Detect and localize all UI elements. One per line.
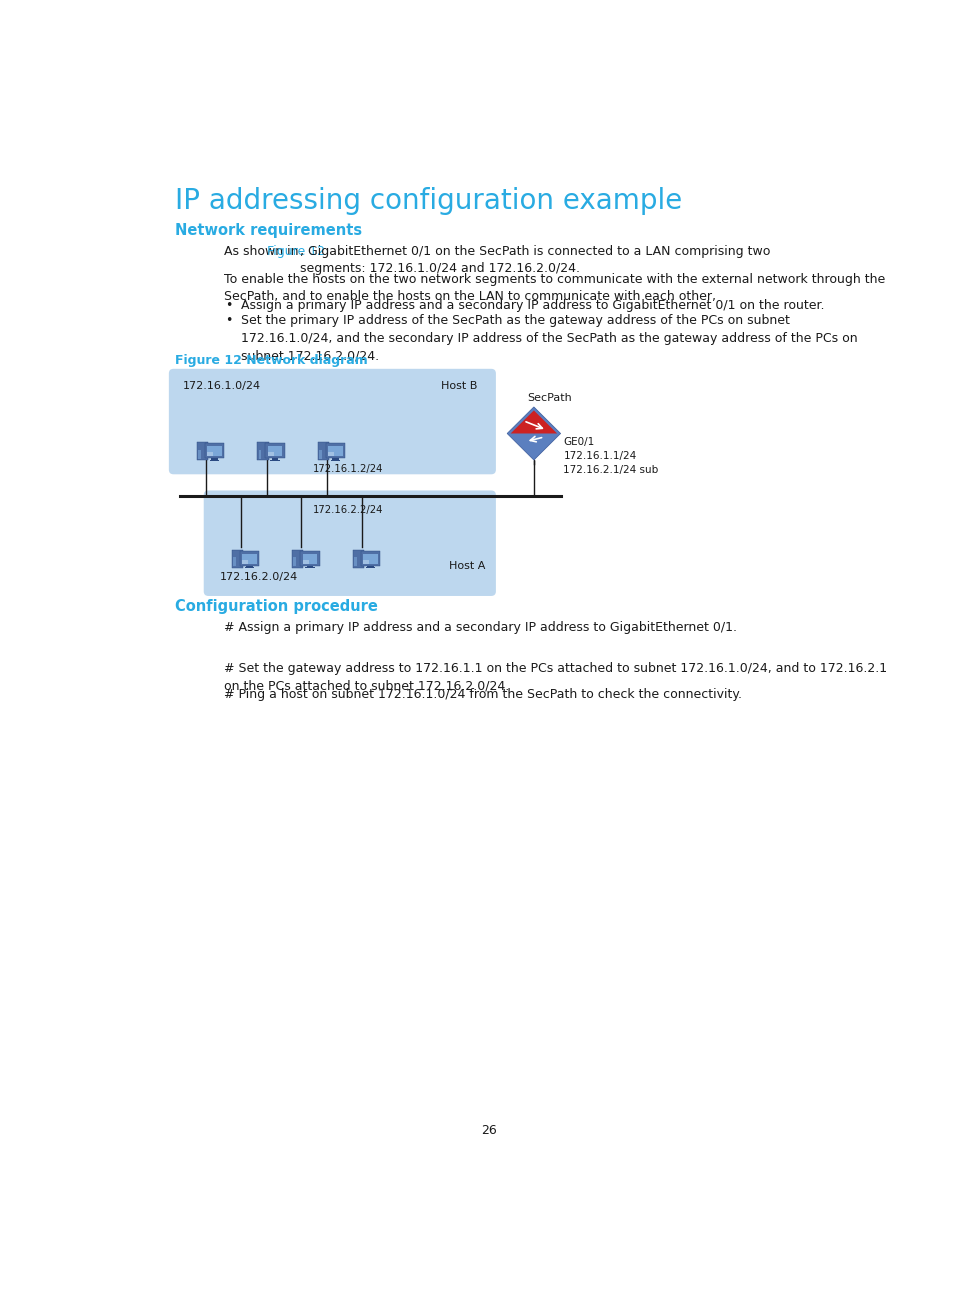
Text: Figure 12: Figure 12 [267,245,325,258]
FancyBboxPatch shape [239,551,259,566]
FancyBboxPatch shape [318,450,321,459]
FancyBboxPatch shape [205,443,224,459]
FancyBboxPatch shape [257,442,268,460]
FancyBboxPatch shape [353,551,363,568]
Text: 172.16.2.2/24: 172.16.2.2/24 [313,505,383,515]
FancyBboxPatch shape [198,450,201,459]
Text: Configuration procedure: Configuration procedure [174,599,377,614]
Text: •: • [225,314,233,327]
Polygon shape [507,407,560,460]
Text: , GigabitEthernet 0/1 on the SecPath is connected to a LAN comprising two
segmen: , GigabitEthernet 0/1 on the SecPath is … [300,245,770,275]
Text: Assign a primary IP address and a secondary IP address to GigabitEthernet 0/1 on: Assign a primary IP address and a second… [241,299,823,312]
Text: To enable the hosts on the two network segments to communicate with the external: To enable the hosts on the two network s… [224,272,884,303]
Text: Network requirements: Network requirements [174,223,362,238]
FancyBboxPatch shape [363,553,377,564]
FancyBboxPatch shape [242,560,248,564]
FancyBboxPatch shape [354,557,356,566]
Text: Host B: Host B [440,381,476,391]
Text: IP addressing configuration example: IP addressing configuration example [174,187,681,215]
Text: # Assign a primary IP address and a secondary IP address to GigabitEthernet 0/1.: # Assign a primary IP address and a seco… [224,621,736,634]
Text: 26: 26 [480,1124,497,1137]
Text: Host A: Host A [448,561,484,570]
FancyBboxPatch shape [294,557,295,566]
Text: Figure 12 Network diagram: Figure 12 Network diagram [174,354,368,367]
Text: Set the primary IP address of the SecPath as the gateway address of the PCs on s: Set the primary IP address of the SecPat… [241,314,857,362]
FancyBboxPatch shape [242,553,256,564]
Text: # Set the gateway address to 172.16.1.1 on the PCs attached to subnet 172.16.1.0: # Set the gateway address to 172.16.1.1 … [224,662,886,692]
Polygon shape [510,411,535,433]
FancyBboxPatch shape [302,560,308,564]
FancyBboxPatch shape [268,446,282,456]
FancyBboxPatch shape [169,369,496,474]
Text: •: • [225,299,233,312]
Polygon shape [534,411,557,433]
FancyBboxPatch shape [360,551,379,566]
FancyBboxPatch shape [258,450,261,459]
FancyBboxPatch shape [302,553,316,564]
FancyBboxPatch shape [207,452,213,456]
FancyBboxPatch shape [232,551,243,568]
FancyBboxPatch shape [265,443,284,459]
Text: 172.16.2.0/24: 172.16.2.0/24 [220,572,298,582]
Text: SecPath: SecPath [527,393,572,403]
Text: As shown in: As shown in [224,245,302,258]
FancyBboxPatch shape [328,452,334,456]
Text: GE0/1
172.16.1.1/24
172.16.2.1/24 sub: GE0/1 172.16.1.1/24 172.16.2.1/24 sub [562,437,658,474]
Text: # Ping a host on subnet 172.16.1.0/24 from the SecPath to check the connectivity: # Ping a host on subnet 172.16.1.0/24 fr… [224,688,741,701]
FancyBboxPatch shape [300,551,319,566]
FancyBboxPatch shape [196,442,208,460]
FancyBboxPatch shape [204,490,496,596]
FancyBboxPatch shape [292,551,303,568]
FancyBboxPatch shape [317,442,329,460]
FancyBboxPatch shape [328,446,342,456]
Text: 172.16.1.0/24: 172.16.1.0/24 [183,381,261,391]
FancyBboxPatch shape [363,560,369,564]
FancyBboxPatch shape [326,443,345,459]
Text: 172.16.1.2/24: 172.16.1.2/24 [313,464,383,473]
FancyBboxPatch shape [233,557,235,566]
FancyBboxPatch shape [268,452,274,456]
FancyBboxPatch shape [207,446,221,456]
